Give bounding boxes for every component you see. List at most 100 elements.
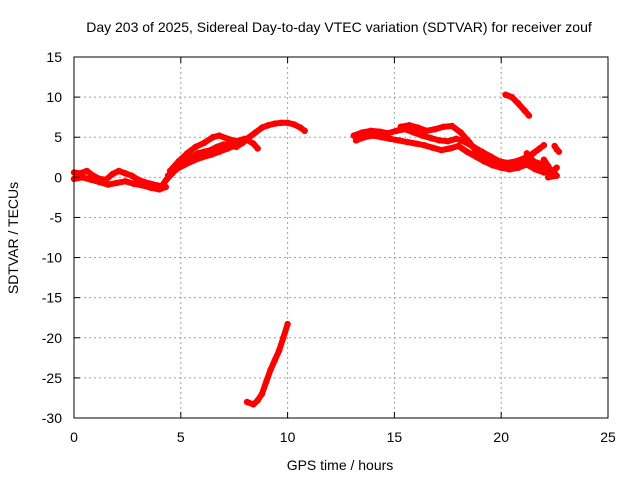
data-point [243,398,251,406]
series-track-negative-dip [243,320,291,408]
data-point [233,142,240,149]
data-point [463,148,471,155]
data-point [525,112,533,119]
data-point [444,138,451,145]
y-tick-label: -15 [42,290,62,306]
data-point [532,161,539,168]
data-point [83,167,91,175]
data-point [545,174,552,181]
data-point [207,151,214,159]
data-point [453,135,460,142]
series-track-upper-morning [166,132,261,175]
data-point [508,161,516,168]
data-point [369,132,377,139]
data-point [455,142,462,150]
data-point [419,132,426,139]
data-point [448,122,456,130]
data-point [384,130,392,137]
data-point [508,93,516,101]
data-point [175,158,182,165]
data-point [555,148,563,155]
data-point [523,150,530,157]
data-point [115,167,123,175]
data-point [515,100,522,107]
x-axis-label: GPS time / hours [287,457,394,473]
data-point [527,154,535,162]
data-point [224,135,231,142]
data-point [194,150,202,157]
data-point [216,148,223,155]
data-point [395,137,402,144]
data-point [173,166,180,173]
data-point [378,134,385,141]
data-point [224,145,231,152]
x-tick-label: 15 [387,429,403,445]
y-tick-label: -20 [42,330,62,346]
data-point [130,180,137,187]
data-point [540,156,548,163]
data-point [181,161,189,168]
y-tick-label: 5 [54,129,62,145]
data-point [350,132,357,139]
data-point [254,397,261,404]
data-point [280,334,287,341]
data-point [367,127,375,134]
data-point [427,134,434,142]
data-point [105,181,112,188]
data-point [521,107,528,114]
series-track-late-short [551,142,563,155]
data-point [122,178,129,185]
data-point [263,378,270,386]
data-point [258,124,266,131]
series-track-late-high [502,91,533,119]
series-track-late-spread [523,150,560,181]
data-point [553,164,560,171]
data-point [536,166,543,173]
data-point [406,122,413,129]
data-point [284,320,291,328]
data-point [128,172,135,179]
data-point [517,159,524,167]
x-tick-label: 20 [493,429,509,445]
data-point [216,132,223,139]
data-point [164,172,172,179]
y-axis-label: SDTVAR / TECUs [5,182,21,294]
data-point [252,129,259,136]
data-point [290,121,298,128]
data-point [502,91,509,98]
data-point [423,127,430,134]
data-point [500,162,507,170]
data-point [156,186,163,193]
data-point [491,159,498,167]
data-point [190,157,197,164]
y-tick-label: 10 [46,89,62,105]
data-point [162,177,169,184]
data-point [438,146,445,154]
data-point [436,137,443,144]
y-tick-label: -25 [42,370,62,386]
y-tick-label: -5 [50,209,63,225]
x-tick-label: 10 [280,429,296,445]
data-point [440,123,447,130]
data-point [386,135,394,142]
x-tick-label: 5 [177,429,185,445]
data-point [352,137,360,144]
data-point [540,142,548,149]
data-point [545,162,552,170]
data-point [284,119,291,127]
data-point [393,127,400,134]
data-point [431,126,439,133]
data-point [109,170,116,178]
data-point [250,140,257,147]
data-point [254,145,261,152]
data-point [301,127,308,134]
data-point [139,182,146,189]
x-tick-label: 25 [600,429,616,445]
data-point [457,129,464,136]
x-tick-label: 0 [70,429,78,445]
data-point [192,143,199,150]
plot-frame [73,56,609,419]
data-point [376,128,383,135]
data-point [483,156,490,163]
